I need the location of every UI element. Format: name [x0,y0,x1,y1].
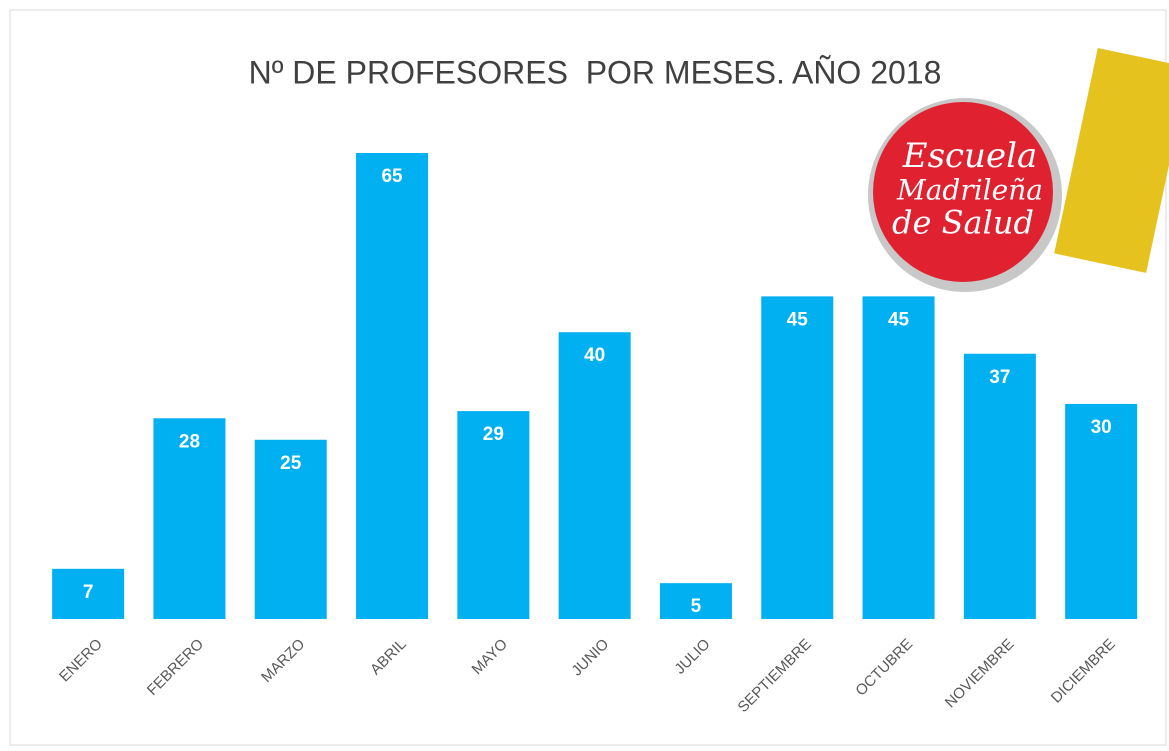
bar [254,439,327,619]
data-label: 45 [888,309,910,330]
logo-text: Madrileña [896,174,1043,207]
chart-title: Nº DE PROFESORES POR MESES. AÑO 2018 [249,54,942,90]
data-label: 40 [584,345,605,366]
bar [52,568,125,619]
data-label: 25 [280,453,302,474]
logo-disc [873,102,1053,282]
logo-sign-board [1054,47,1169,273]
bar [457,411,530,619]
bar [862,296,935,619]
logo-text: de Salud [892,204,1034,242]
bar [356,153,429,619]
data-label: 65 [381,166,403,187]
bar [659,583,732,619]
bar [153,418,226,619]
data-label: 29 [483,424,504,445]
data-label: 5 [691,596,702,617]
data-label: 45 [787,309,809,330]
logo-text: Escuela [902,136,1037,176]
data-label: 37 [989,367,1010,388]
bar [558,332,631,619]
bar [963,353,1036,619]
bar [1065,403,1138,619]
data-label: 7 [83,582,94,603]
bar [761,296,834,619]
logo: Escuela Madrileña de Salud [868,47,1169,292]
data-label: 28 [179,431,200,452]
data-label: 30 [1091,417,1112,438]
